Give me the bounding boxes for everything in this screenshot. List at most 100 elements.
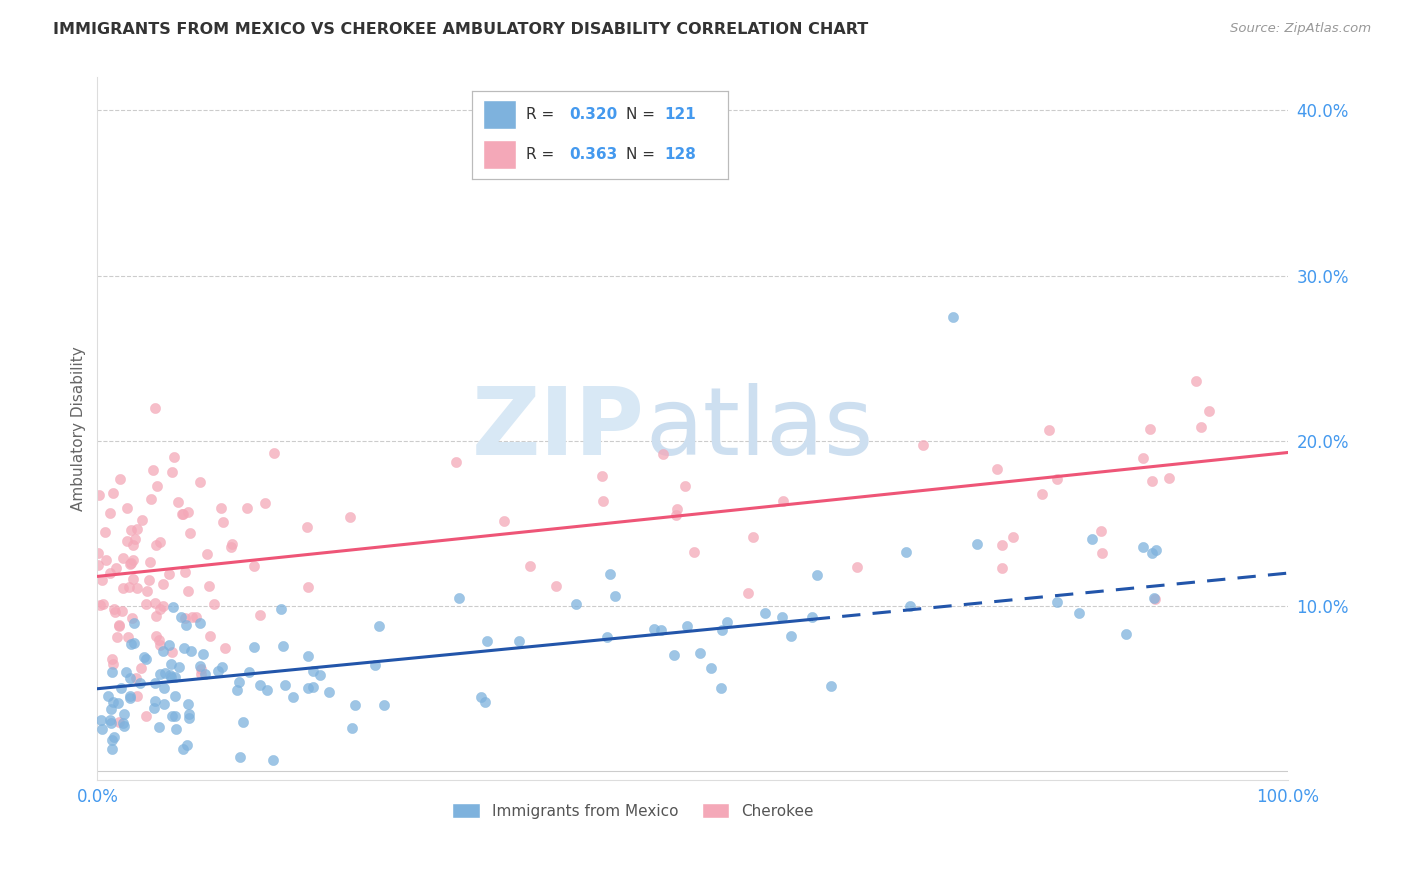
Point <box>100 742 122 756</box>
Point <box>673 479 696 493</box>
Point <box>256 682 278 697</box>
Point <box>100 652 122 666</box>
Point <box>124 532 146 546</box>
Point <box>373 698 395 713</box>
Point <box>120 557 142 571</box>
Text: ZIP: ZIP <box>472 383 645 475</box>
Point <box>1144 543 1167 558</box>
Point <box>591 469 613 483</box>
Point <box>160 709 183 723</box>
Point <box>125 689 148 703</box>
Point <box>211 516 233 530</box>
Point <box>650 623 672 637</box>
Point <box>274 678 297 692</box>
Point <box>121 572 143 586</box>
Point <box>162 599 184 614</box>
Point <box>143 676 166 690</box>
Point <box>249 607 271 622</box>
Point <box>108 714 131 729</box>
Point <box>308 668 330 682</box>
Point <box>1046 595 1069 609</box>
Point <box>105 631 128 645</box>
Point <box>662 648 685 662</box>
Point <box>605 589 627 603</box>
Point <box>772 493 794 508</box>
Point <box>148 632 170 647</box>
Point <box>229 749 252 764</box>
Point <box>665 508 688 522</box>
Point <box>820 678 842 692</box>
Point <box>1132 451 1154 466</box>
Point <box>211 660 233 674</box>
Point <box>179 710 201 724</box>
Point <box>177 706 200 721</box>
Legend: Immigrants from Mexico, Cherokee: Immigrants from Mexico, Cherokee <box>446 797 820 824</box>
Point <box>1038 423 1060 437</box>
Point <box>125 672 148 686</box>
Point <box>846 559 869 574</box>
Point <box>599 567 621 582</box>
Point <box>163 709 186 723</box>
Point <box>896 545 918 559</box>
Point <box>159 657 181 672</box>
Point <box>221 537 243 551</box>
Point <box>188 658 211 673</box>
Point <box>966 537 988 551</box>
Point <box>1046 472 1069 486</box>
Point <box>475 634 498 648</box>
Point <box>710 681 733 695</box>
Point <box>112 707 135 722</box>
Point <box>1159 471 1181 485</box>
Point <box>170 507 193 521</box>
Point <box>596 630 619 644</box>
Point <box>135 652 157 666</box>
Point <box>98 566 121 580</box>
Point <box>135 584 157 599</box>
Point <box>117 630 139 644</box>
Point <box>103 731 125 745</box>
Point <box>179 526 201 541</box>
Point <box>1198 404 1220 418</box>
Point <box>135 597 157 611</box>
Point <box>129 660 152 674</box>
Point <box>173 565 195 579</box>
Point <box>643 622 665 636</box>
Point <box>118 580 141 594</box>
Point <box>90 714 112 728</box>
Point <box>103 486 125 500</box>
Point <box>101 665 124 679</box>
Point <box>176 738 198 752</box>
Point <box>107 696 129 710</box>
Point <box>91 722 114 736</box>
Point <box>1067 607 1090 621</box>
Point <box>1184 374 1206 388</box>
Point <box>145 609 167 624</box>
Point <box>170 610 193 624</box>
Point <box>565 597 588 611</box>
Point <box>143 694 166 708</box>
Point <box>190 475 212 490</box>
Point <box>238 665 260 679</box>
Point <box>716 615 738 629</box>
Point <box>186 610 208 624</box>
Point <box>176 505 198 519</box>
Point <box>318 684 340 698</box>
Point <box>152 577 174 591</box>
Point <box>157 638 180 652</box>
Point <box>710 623 733 637</box>
Point <box>254 496 277 510</box>
Point <box>508 634 530 648</box>
Point <box>98 713 121 727</box>
Point <box>190 663 212 677</box>
Point <box>202 597 225 611</box>
Point <box>108 618 131 632</box>
Point <box>172 742 194 756</box>
Point <box>991 538 1014 552</box>
Point <box>172 507 194 521</box>
Point <box>132 650 155 665</box>
Point <box>675 619 697 633</box>
Point <box>1144 592 1167 607</box>
Point <box>188 615 211 630</box>
Point <box>651 447 673 461</box>
Point <box>86 558 108 572</box>
